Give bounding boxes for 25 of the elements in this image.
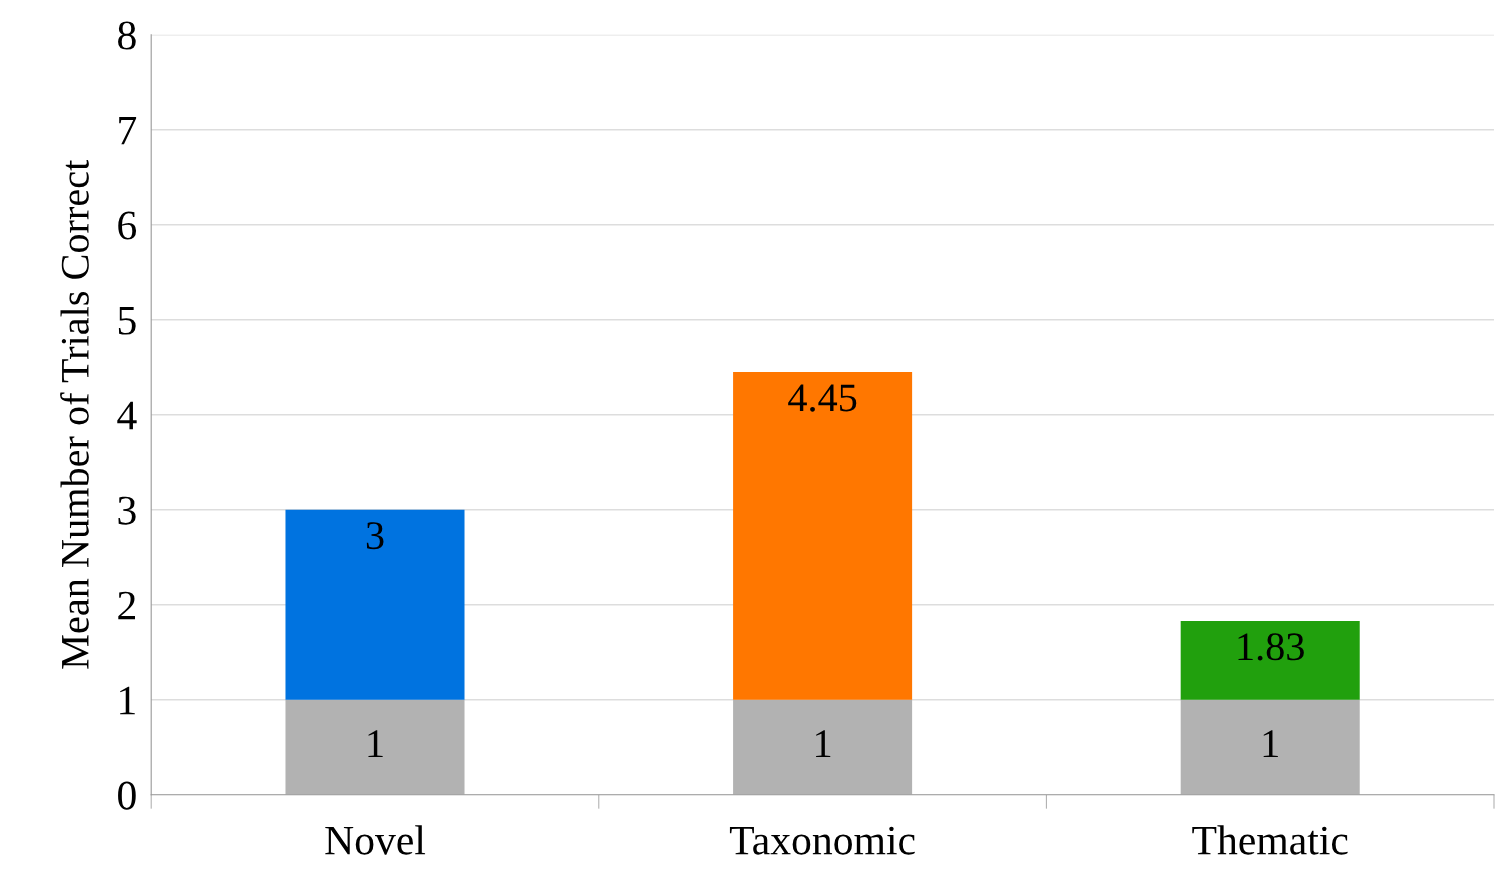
data-label: 1 [1263,730,1278,757]
x-tick-label: Taxonomic [729,826,915,855]
total-label: 1.83 [1238,633,1304,661]
data-label: 1 [816,730,831,757]
y-tick-label: 7 [119,116,137,145]
y-tick-label: 4 [117,401,137,430]
total-label: 4.45 [788,384,857,412]
y-tick-label: 3 [118,496,136,525]
x-tick-label: Thematic [1192,825,1348,855]
y-tick-label: 0 [118,781,136,810]
x-tick-label: Novel [325,825,426,855]
y-tick-label: 2 [118,591,136,620]
data-label: 1 [368,730,383,757]
bar [285,699,465,795]
y-tick-label: 8 [118,21,136,50]
bar [285,509,465,700]
bar [733,372,913,700]
y-axis-title: Mean Number of Trials Correct [60,159,89,669]
y-tick-label: 6 [118,211,137,240]
y-tick-label: 1 [120,686,135,715]
total-label: 3 [366,522,384,550]
bar [733,699,913,795]
y-tick-label: 5 [118,306,136,335]
bar [1180,699,1360,795]
bar [1180,620,1360,700]
